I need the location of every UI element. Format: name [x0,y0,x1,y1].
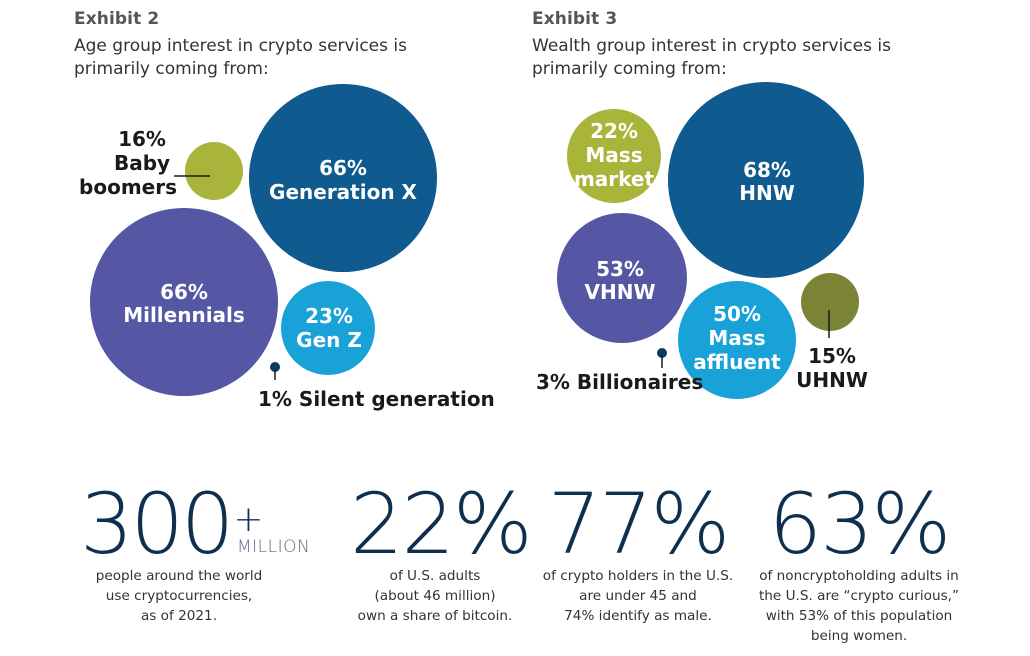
desc-line: of noncryptoholding adults in [759,568,959,584]
exhibit-2-subtitle: Age group interest in crypto services is… [74,35,494,81]
stat-crypto-users: 300+ MILLION people around the world use… [80,482,310,626]
bubble-millennials [90,208,278,396]
bubble-baby-boomers [185,142,243,200]
exhibit-3-chart: 22% Mass market 68% HNW 53% VHNW 50% Mas… [536,82,868,399]
exhibit-3-subtitle-line1: Wealth group interest in crypto services… [532,36,891,56]
label-boomers-l1: Baby [114,151,170,175]
label-massaffluent-pct: 50% [713,302,761,326]
desc-line: the U.S. are “crypto curious,” [758,588,960,604]
label-genx-pct: 66% [319,156,367,180]
label-hnw-name: HNW [739,181,795,205]
stat-holders-demographics-desc: of crypto holders in the U.S. are under … [536,566,740,626]
bubble-mass-affluent [678,281,796,399]
desc-line: being women. [810,628,908,644]
stat-holders-demographics-value: 77% [547,475,731,573]
stat-unit-million: MILLION [237,537,311,557]
label-massmarket-l1: Mass [585,143,642,167]
label-vhnw-pct: 53% [596,257,644,281]
exhibit-2-subtitle-line2: primarily coming from: [74,59,269,79]
label-genz-name: Gen Z [296,328,362,352]
desc-line: use cryptocurrencies, [105,588,253,604]
label-hnw-pct: 68% [743,158,791,182]
exhibit-3-subtitle: Wealth group interest in crypto services… [532,35,952,81]
label-massmarket-pct: 22% [590,119,638,143]
exhibit-2-label: Exhibit 2 [74,9,160,29]
desc-line: (about 46 million) [374,588,496,604]
desc-line: with 53% of this population [765,608,953,624]
bubble-billionaires [657,348,667,358]
bubble-charts: 16% Baby boomers 66% Generation X 66% Mi… [79,82,868,411]
stat-plus-sign: + [233,499,263,540]
stat-crypto-users-desc: people around the world use cryptocurren… [68,566,290,626]
label-billionaires: 3% Billionaires [536,370,703,394]
desc-line: own a share of bitcoin. [357,608,513,624]
stat-bitcoin-owners: 22% of U.S. adults (about 46 million) ow… [350,475,533,626]
label-massmarket-l2: market [574,167,655,191]
bubble-hnw [668,82,864,278]
label-vhnw-name: VHNW [584,280,655,304]
desc-line: people around the world [95,568,263,584]
bubble-silent-generation [270,362,280,372]
exhibit-3-label: Exhibit 3 [532,9,618,29]
bubble-vhnw [557,213,687,343]
exhibit-2-chart: 16% Baby boomers 66% Generation X 66% Mi… [79,84,495,411]
label-uhnw-pct: 15% [808,344,856,368]
label-boomers-l2: boomers [79,175,177,199]
stat-bitcoin-owners-value: 22% [350,475,533,573]
label-genx-name: Generation X [269,180,418,204]
stat-crypto-curious-value: 63% [768,475,952,573]
stat-holders-demographics: 77% of crypto holders in the U.S. are un… [536,475,740,626]
label-millennials-name: Millennials [123,303,245,327]
label-genz-pct: 23% [305,304,353,328]
stat-bitcoin-owners-desc: of U.S. adults (about 46 million) own a … [350,566,520,626]
stat-crypto-users-value: 300+ [80,482,290,566]
desc-line: as of 2021. [140,608,218,624]
exhibit-2-subtitle-line1: Age group interest in crypto services is [74,36,407,56]
label-uhnw-name: UHNW [796,368,868,392]
label-millennials-pct: 66% [160,280,208,304]
exhibit-3-subtitle-line2: primarily coming from: [532,59,727,79]
desc-line: are under 45 and [579,588,697,604]
stat-value-text: 300 [80,475,234,573]
desc-line: 74% identify as male. [564,608,712,624]
label-silent-generation: 1% Silent generation [258,387,495,411]
desc-line: of crypto holders in the U.S. [542,568,734,584]
label-massaffluent-l2: affluent [693,350,781,374]
stat-crypto-curious: 63% of noncryptoholding adults in the U.… [752,475,966,646]
bubble-generation-x [249,84,437,272]
bubble-uhnw [801,273,859,331]
stat-crypto-curious-desc: of noncryptoholding adults in the U.S. a… [752,566,966,646]
desc-line: of U.S. adults [389,568,481,584]
bubble-gen-z [281,281,375,375]
label-boomers-pct: 16% [118,127,166,151]
bubble-mass-market [567,109,661,203]
label-massaffluent-l1: Mass [708,326,765,350]
